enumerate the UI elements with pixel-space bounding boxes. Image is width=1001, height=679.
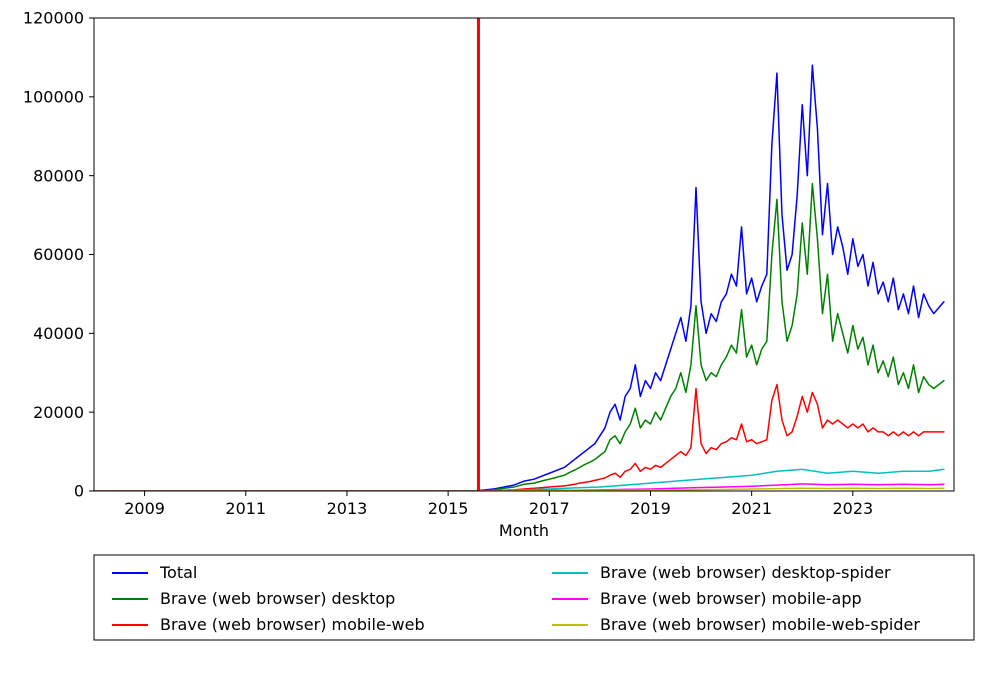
x-tick-label: 2009: [124, 499, 165, 518]
y-tick-label: 0: [74, 482, 84, 501]
legend-label: Brave (web browser) desktop-spider: [600, 563, 891, 582]
x-tick-label: 2019: [630, 499, 671, 518]
y-tick-label: 100000: [23, 87, 84, 106]
x-tick-label: 2015: [428, 499, 469, 518]
x-tick-label: 2011: [225, 499, 266, 518]
legend-label: Brave (web browser) desktop: [160, 589, 395, 608]
legend-label: Brave (web browser) mobile-app: [600, 589, 862, 608]
x-axis-label: Month: [499, 521, 549, 540]
legend-label: Brave (web browser) mobile-web-spider: [600, 615, 920, 634]
x-tick-label: 2017: [529, 499, 570, 518]
figure-root: 2009 2011 2013 2015 2017 2019 2021 2023 Month 0 20…: [0, 0, 1001, 679]
legend-label: Total: [159, 563, 197, 582]
y-tick-label: 80000: [33, 166, 84, 185]
y-tick-label: 120000: [23, 9, 84, 28]
chart-svg: 2009 2011 2013 2015 2017 2019 2021 2023 Month 0 20…: [0, 0, 1001, 679]
y-tick-label: 40000: [33, 324, 84, 343]
y-tick-label: 20000: [33, 403, 84, 422]
y-tick-label: 60000: [33, 245, 84, 264]
x-tick-label: 2023: [832, 499, 873, 518]
legend-label: Brave (web browser) mobile-web: [160, 615, 425, 634]
x-tick-label: 2013: [327, 499, 368, 518]
x-tick-label: 2021: [731, 499, 772, 518]
